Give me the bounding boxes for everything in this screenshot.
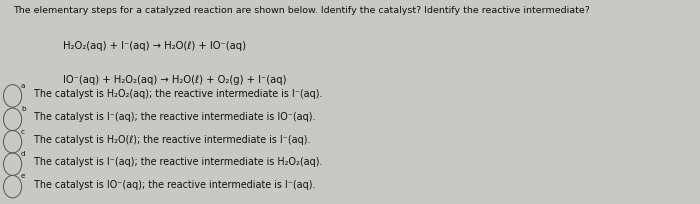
Text: The catalyst is I⁻(aq); the reactive intermediate is IO⁻(aq).: The catalyst is I⁻(aq); the reactive int… <box>34 112 315 122</box>
Text: The catalyst is I⁻(aq); the reactive intermediate is H₂O₂(aq).: The catalyst is I⁻(aq); the reactive int… <box>34 157 322 167</box>
Text: c: c <box>21 129 25 134</box>
Text: d: d <box>21 151 26 157</box>
Text: b: b <box>21 106 26 112</box>
Text: The catalyst is H₂O(ℓ); the reactive intermediate is I⁻(aq).: The catalyst is H₂O(ℓ); the reactive int… <box>34 135 310 145</box>
Text: The elementary steps for a catalyzed reaction are shown below. Identify the cata: The elementary steps for a catalyzed rea… <box>13 6 589 15</box>
Text: The catalyst is H₂O₂(aq); the reactive intermediate is I⁻(aq).: The catalyst is H₂O₂(aq); the reactive i… <box>34 89 322 99</box>
Text: H₂O₂(aq) + I⁻(aq) → H₂O(ℓ) + IO⁻(aq): H₂O₂(aq) + I⁻(aq) → H₂O(ℓ) + IO⁻(aq) <box>63 41 246 51</box>
Text: IO⁻(aq) + H₂O₂(aq) → H₂O(ℓ) + O₂(g) + I⁻(aq): IO⁻(aq) + H₂O₂(aq) → H₂O(ℓ) + O₂(g) + I⁻… <box>63 75 286 85</box>
Text: a: a <box>21 83 25 89</box>
Text: e: e <box>21 173 25 179</box>
Text: The catalyst is IO⁻(aq); the reactive intermediate is I⁻(aq).: The catalyst is IO⁻(aq); the reactive in… <box>34 180 315 190</box>
